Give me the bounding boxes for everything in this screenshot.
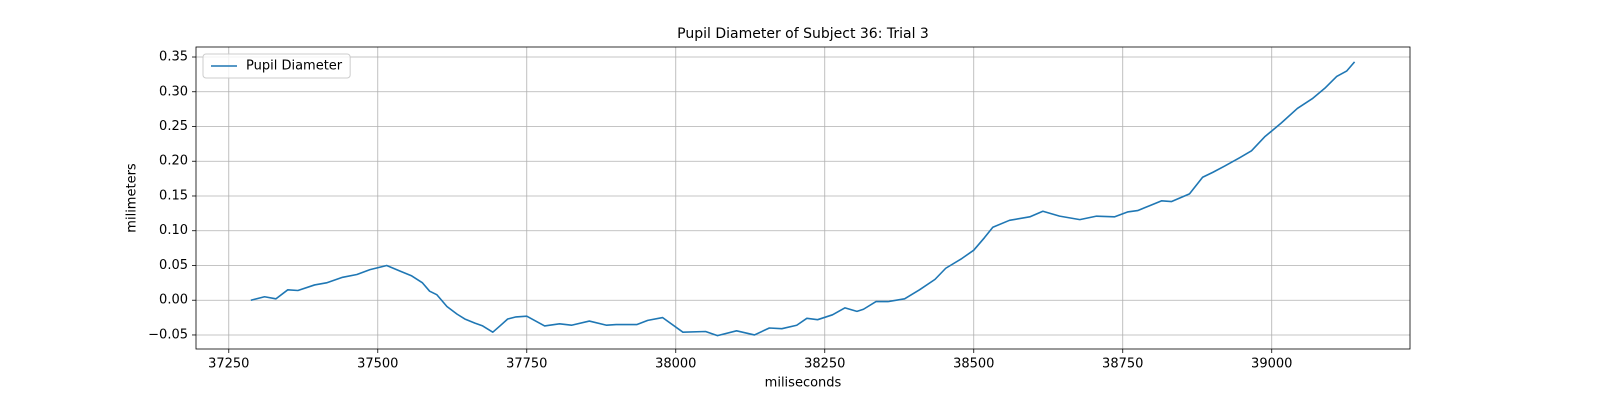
x-tick-label: 37750 xyxy=(506,357,547,372)
x-tick-label: 38750 xyxy=(1102,357,1143,372)
y-tick-label: 0.35 xyxy=(159,50,188,65)
y-tick-label: 0.10 xyxy=(159,223,188,238)
y-tick-label: 0.05 xyxy=(159,258,188,273)
y-tick-label: 0.00 xyxy=(159,293,188,308)
x-tick-label: 38000 xyxy=(655,357,696,372)
x-axis-label: miliseconds xyxy=(765,376,842,391)
y-tick-label: 0.15 xyxy=(159,188,188,203)
x-tick-label: 38500 xyxy=(953,357,994,372)
plot-frame xyxy=(195,46,1411,350)
x-tick-label: 37500 xyxy=(357,357,398,372)
x-tick-label: 37250 xyxy=(208,357,249,372)
y-tick-label: −0.05 xyxy=(148,327,188,342)
y-tick-label: 0.25 xyxy=(159,119,188,134)
chart-title: Pupil Diameter of Subject 36: Trial 3 xyxy=(677,26,929,42)
y-tick-label: 0.20 xyxy=(159,154,188,169)
y-axis-label: milimeters xyxy=(125,163,140,233)
data-line xyxy=(250,61,1356,337)
x-tick-label: 38250 xyxy=(804,357,845,372)
y-tick-label: 0.30 xyxy=(159,84,188,99)
legend-box xyxy=(202,53,351,79)
x-tick-label: 39000 xyxy=(1251,357,1292,372)
legend-label: Pupil Diameter xyxy=(246,59,343,74)
